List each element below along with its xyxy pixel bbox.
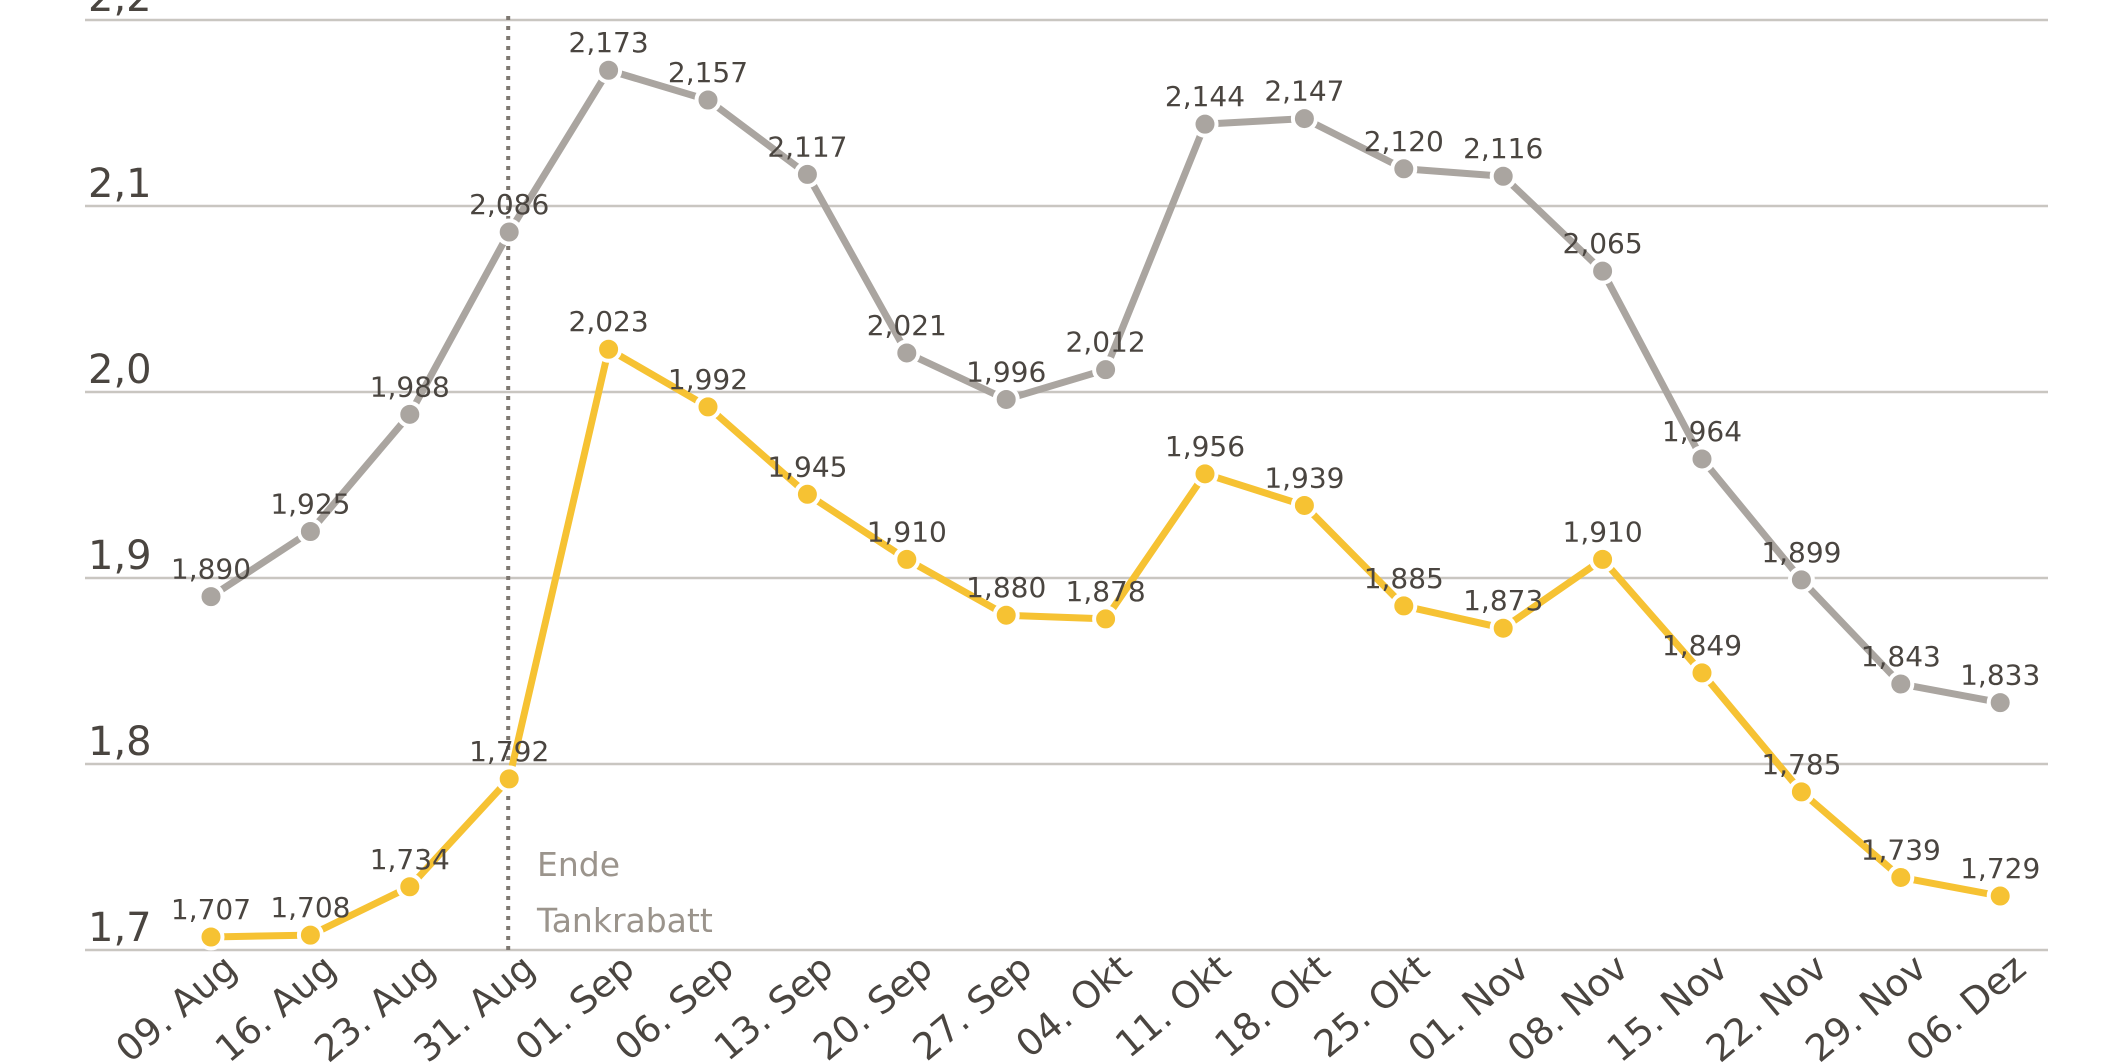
y-tick-label: 2,1: [88, 161, 152, 207]
data-label: 2,021: [867, 309, 947, 342]
data-point: [1986, 882, 2014, 910]
data-label: 1,792: [469, 735, 549, 768]
annotation-text-line-1: Ende: [537, 845, 620, 884]
data-point: [793, 160, 821, 188]
data-point: [396, 873, 424, 901]
data-point: [595, 56, 623, 84]
data-point: [1589, 257, 1617, 285]
data-point: [1688, 659, 1716, 687]
data-label: 1,880: [966, 571, 1046, 604]
data-point: [495, 218, 523, 246]
data-point: [1986, 689, 2014, 717]
data-label: 1,945: [767, 450, 847, 483]
data-label: 2,012: [1066, 326, 1146, 359]
data-label: 2,086: [469, 188, 549, 221]
data-label: 1,785: [1761, 748, 1841, 781]
data-label: 2,023: [569, 305, 649, 338]
data-point: [1787, 778, 1815, 806]
data-label: 1,878: [1066, 575, 1146, 608]
data-label: 1,925: [270, 488, 350, 521]
data-point: [1589, 545, 1617, 573]
data-point: [1390, 592, 1418, 620]
data-label: 2,120: [1364, 125, 1444, 158]
data-point: [1191, 460, 1219, 488]
data-point: [694, 86, 722, 114]
data-label: 2,117: [767, 130, 847, 163]
data-label: 1,956: [1165, 430, 1245, 463]
data-label: 1,873: [1463, 584, 1543, 617]
y-axis-ticks: 1,7 1,8 1,9 2,0 2,1 2,2: [88, 0, 152, 951]
data-point: [296, 921, 324, 949]
data-label: 1,729: [1960, 852, 2040, 885]
data-point: [793, 480, 821, 508]
data-label: 1,708: [270, 891, 350, 924]
data-label: 1,996: [966, 355, 1046, 388]
series-diesel: 1,890 1,925 1,988 2,086 2,173 2,157 2,117 2,021…: [171, 26, 2040, 717]
data-point: [1489, 614, 1517, 642]
y-tick-label: 1,9: [88, 533, 152, 579]
y-tick-label: 1,7: [88, 905, 152, 951]
data-label: 1,910: [867, 515, 947, 548]
data-label: 1,885: [1364, 562, 1444, 595]
data-label: 2,173: [569, 26, 649, 59]
data-label: 2,144: [1165, 80, 1245, 113]
data-point: [992, 385, 1020, 413]
y-tick-label: 2,0: [88, 347, 152, 393]
data-label: 2,116: [1463, 132, 1543, 165]
grid-lines: [85, 18, 2048, 952]
data-point: [1092, 605, 1120, 633]
data-point: [893, 339, 921, 367]
data-label: 1,899: [1761, 536, 1841, 569]
data-point: [893, 545, 921, 573]
data-label: 1,843: [1861, 640, 1941, 673]
data-label: 1,939: [1264, 461, 1344, 494]
data-label: 1,964: [1662, 415, 1742, 448]
data-point: [1887, 863, 1915, 891]
data-label: 1,849: [1662, 629, 1742, 662]
data-point: [197, 583, 225, 611]
ende-tankrabatt-annotation: Ende Tankrabatt: [506, 16, 713, 950]
data-point: [992, 601, 1020, 629]
data-point: [396, 400, 424, 428]
data-point: [595, 335, 623, 363]
data-point: [694, 393, 722, 421]
data-point: [1092, 356, 1120, 384]
data-point: [1489, 162, 1517, 190]
data-label: 1,739: [1861, 833, 1941, 866]
data-label: 1,833: [1960, 659, 2040, 692]
data-point: [1290, 491, 1318, 519]
data-label: 1,734: [370, 843, 450, 876]
y-tick-label: 1,8: [88, 719, 152, 765]
data-point: [1688, 445, 1716, 473]
data-point: [1887, 670, 1915, 698]
data-point: [1390, 155, 1418, 183]
data-label: 2,065: [1563, 227, 1643, 260]
y-tick-label: 2,2: [88, 0, 152, 21]
series-lines: 1,890 1,925 1,988 2,086 2,173 2,157 2,117 2,021…: [171, 26, 2040, 951]
data-label: 1,992: [668, 363, 748, 396]
data-label: 1,707: [171, 893, 251, 926]
series-super-e10: 1,707 1,708 1,734 1,792 2,023 1,992 1,945 1,910…: [171, 305, 2040, 951]
data-point: [1191, 110, 1219, 138]
data-point: [197, 923, 225, 951]
data-point: [495, 765, 523, 793]
data-point: [296, 518, 324, 545]
data-point: [1787, 566, 1815, 594]
data-label: 1,890: [171, 553, 251, 586]
annotation-text-line-2: Tankrabatt: [536, 901, 713, 940]
data-label: 2,157: [668, 56, 748, 89]
data-label: 1,988: [370, 370, 450, 403]
data-point: [1290, 105, 1318, 133]
data-label: 2,147: [1264, 75, 1344, 108]
data-label: 1,910: [1563, 515, 1643, 548]
